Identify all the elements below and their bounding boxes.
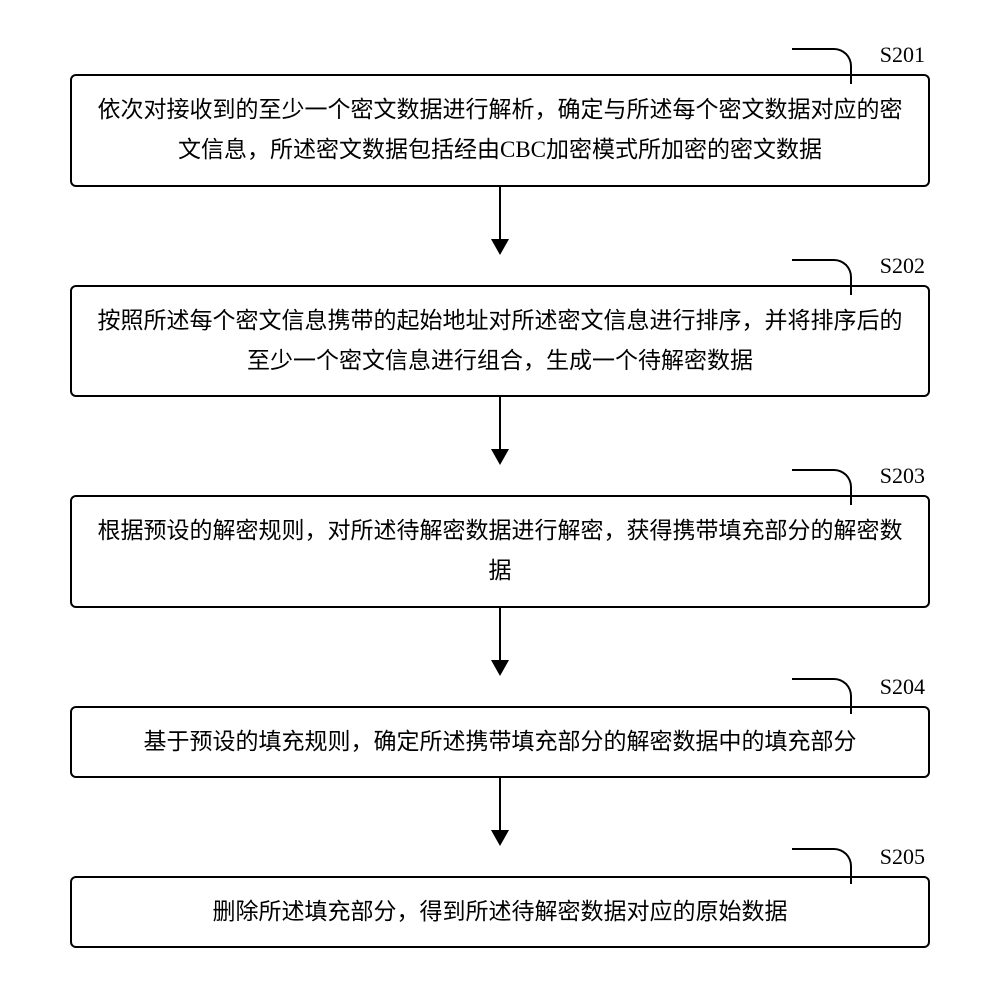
step-label: S205 xyxy=(880,844,925,870)
arrow-line xyxy=(499,778,502,830)
step-label: S204 xyxy=(880,674,925,700)
flow-step: S202 按照所述每个密文信息携带的起始地址对所述密文信息进行排序，并将排序后的… xyxy=(30,285,970,398)
step-text: 依次对接收到的至少一个密文数据进行解析，确定与所述每个密文数据对应的密文信息，所… xyxy=(94,90,906,171)
step-box: 按照所述每个密文信息携带的起始地址对所述密文信息进行排序，并将排序后的至少一个密… xyxy=(70,285,930,398)
step-box: 依次对接收到的至少一个密文数据进行解析，确定与所述每个密文数据对应的密文信息，所… xyxy=(70,74,930,187)
step-text: 删除所述填充部分，得到所述待解密数据对应的原始数据 xyxy=(213,892,788,932)
arrow-line xyxy=(499,608,502,660)
step-text: 基于预设的填充规则，确定所述携带填充部分的解密数据中的填充部分 xyxy=(144,722,857,762)
step-box: 根据预设的解密规则，对所述待解密数据进行解密，获得携带填充部分的解密数据 xyxy=(70,495,930,608)
arrow-head-icon xyxy=(491,830,509,846)
callout-line xyxy=(792,259,852,295)
flow-step: S205 删除所述填充部分，得到所述待解密数据对应的原始数据 xyxy=(30,876,970,948)
flow-step: S201 依次对接收到的至少一个密文数据进行解析，确定与所述每个密文数据对应的密… xyxy=(30,74,970,187)
arrow-head-icon xyxy=(491,239,509,255)
arrow-head-icon xyxy=(491,660,509,676)
flow-arrow xyxy=(30,187,970,255)
step-box: 删除所述填充部分，得到所述待解密数据对应的原始数据 xyxy=(70,876,930,948)
arrow-head-icon xyxy=(491,449,509,465)
step-text: 根据预设的解密规则，对所述待解密数据进行解密，获得携带填充部分的解密数据 xyxy=(94,511,906,592)
arrow-line xyxy=(499,187,502,239)
step-box: 基于预设的填充规则，确定所述携带填充部分的解密数据中的填充部分 xyxy=(70,706,930,778)
flow-step: S204 基于预设的填充规则，确定所述携带填充部分的解密数据中的填充部分 xyxy=(30,706,970,778)
flow-arrow xyxy=(30,778,970,846)
step-label: S201 xyxy=(880,42,925,68)
flow-step: S203 根据预设的解密规则，对所述待解密数据进行解密，获得携带填充部分的解密数… xyxy=(30,495,970,608)
step-label: S203 xyxy=(880,463,925,489)
flow-arrow xyxy=(30,608,970,676)
step-label: S202 xyxy=(880,253,925,279)
callout-line xyxy=(792,848,852,884)
step-text: 按照所述每个密文信息携带的起始地址对所述密文信息进行排序，并将排序后的至少一个密… xyxy=(94,301,906,382)
flowchart-container: S201 依次对接收到的至少一个密文数据进行解析，确定与所述每个密文数据对应的密… xyxy=(30,74,970,948)
arrow-line xyxy=(499,397,502,449)
callout-line xyxy=(792,678,852,714)
callout-line xyxy=(792,48,852,84)
flow-arrow xyxy=(30,397,970,465)
callout-line xyxy=(792,469,852,505)
